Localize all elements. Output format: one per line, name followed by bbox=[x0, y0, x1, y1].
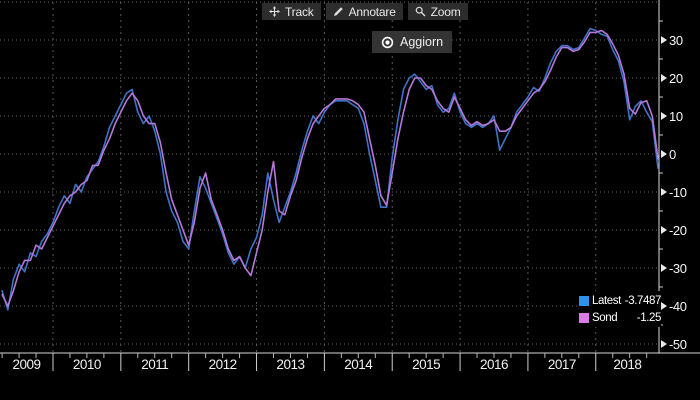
y-axis-label: 0 bbox=[661, 146, 676, 162]
y-axis-label: -20 bbox=[661, 222, 687, 238]
x-axis-label: 2012 bbox=[208, 357, 238, 372]
latest-series-label: Latest bbox=[592, 294, 621, 307]
sond-series-value: -1.25 bbox=[636, 311, 662, 324]
y-axis-label: 20 bbox=[661, 70, 683, 86]
y-axis-label-text: 0 bbox=[669, 146, 676, 162]
x-axis-label: 2010 bbox=[72, 357, 102, 372]
y-axis-label-text: 10 bbox=[669, 108, 683, 124]
x-axis-label: 2013 bbox=[276, 357, 305, 372]
y-axis-label: -10 bbox=[661, 184, 687, 200]
record-circle-icon bbox=[381, 36, 394, 48]
annotate-button[interactable]: Annotare bbox=[325, 3, 403, 20]
y-axis-label: 10 bbox=[661, 108, 683, 124]
x-axis-label: 2011 bbox=[141, 357, 169, 372]
sond-series-label: Sond bbox=[592, 311, 618, 324]
move-crosshair-icon bbox=[269, 6, 280, 17]
series-sond-line bbox=[1, 29, 659, 307]
y-axis-label-text: -10 bbox=[669, 184, 687, 200]
y-axis-label-text: 20 bbox=[669, 70, 683, 86]
x-axis-label: 2017 bbox=[547, 357, 577, 372]
y-axis-label: -40 bbox=[661, 298, 687, 314]
axis-arrow-icon bbox=[661, 302, 667, 310]
refresh-button-label: Aggiorn bbox=[400, 35, 444, 49]
axis-arrow-icon bbox=[661, 188, 667, 196]
y-axis-label-text: -50 bbox=[669, 336, 687, 352]
y-axis-label-text: 30 bbox=[669, 32, 683, 48]
latest-series-swatch bbox=[579, 295, 589, 306]
sond-series-swatch bbox=[579, 312, 589, 323]
axis-arrow-icon bbox=[661, 36, 667, 44]
latest-series-value: -3.7487 bbox=[624, 294, 662, 307]
y-axis-label-text: -20 bbox=[669, 222, 687, 238]
y-axis-label: 30 bbox=[661, 32, 683, 48]
y-axis-label: -30 bbox=[661, 260, 687, 276]
chart-toolbar: Track Annotare Zoom bbox=[262, 3, 468, 20]
track-button-label: Track bbox=[285, 4, 314, 19]
zoom-button-label: Zoom bbox=[430, 4, 461, 19]
annotate-button-label: Annotare bbox=[348, 4, 396, 19]
y-axis-labels: 30 20 10 0 -10 -20 -30 -40 -50 bbox=[661, 0, 700, 360]
y-axis-label-text: -40 bbox=[669, 298, 687, 314]
x-axis-label: 2009 bbox=[12, 357, 41, 372]
refresh-button[interactable]: Aggiorn bbox=[372, 31, 453, 53]
magnifier-icon bbox=[415, 6, 426, 17]
zoom-button[interactable]: Zoom bbox=[407, 3, 468, 20]
y-axis-label-text: -30 bbox=[669, 260, 687, 276]
axis-arrow-icon bbox=[661, 150, 667, 158]
x-axis-label: 2015 bbox=[412, 357, 441, 372]
axis-arrow-icon bbox=[661, 226, 667, 234]
legend-row-sond[interactable]: Sond -1.25 bbox=[579, 309, 661, 326]
y-axis-label: -50 bbox=[661, 336, 687, 352]
axis-arrow-icon bbox=[661, 74, 667, 82]
legend-row-latest[interactable]: Latest -3.7487 bbox=[579, 292, 661, 309]
axis-arrow-icon bbox=[661, 340, 667, 348]
x-axis-label: 2014 bbox=[344, 357, 373, 372]
axis-arrow-icon bbox=[661, 264, 667, 272]
track-button[interactable]: Track bbox=[262, 3, 321, 20]
axis-arrow-icon bbox=[661, 112, 667, 120]
legend: Latest -3.7487 Sond -1.25 bbox=[579, 291, 661, 327]
x-axis-label: 2018 bbox=[613, 357, 642, 372]
pencil-icon bbox=[333, 7, 343, 16]
x-axis-label: 2016 bbox=[479, 357, 509, 372]
